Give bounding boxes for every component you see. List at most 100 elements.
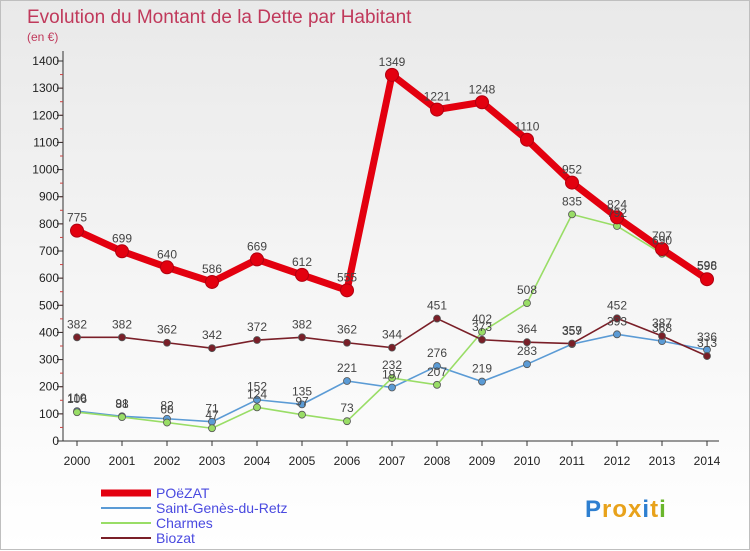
data-point (388, 374, 396, 382)
y-tick-label: 1300 (32, 81, 59, 95)
y-tick-label: 1100 (33, 135, 59, 149)
data-point (523, 338, 531, 347)
data-label: 1248 (469, 82, 496, 96)
data-point (160, 260, 174, 275)
data-point (430, 102, 444, 117)
x-tick-label: 2005 (289, 454, 316, 468)
y-tick-label: 400 (39, 325, 59, 339)
brand-text: Proxiti (585, 496, 667, 523)
data-label: 106 (67, 392, 87, 406)
data-point (478, 377, 486, 386)
data-point (118, 413, 126, 422)
data-label: 357 (562, 324, 582, 338)
data-label: 598 (697, 259, 717, 273)
data-label: 382 (67, 317, 87, 331)
data-point (340, 283, 354, 298)
series-0 (70, 67, 714, 298)
series-layer: 775 699 640 586 669 612 555 1349 1221 1248 1110 952… (67, 55, 717, 433)
data-label: 372 (247, 320, 267, 334)
brand-letter: r (602, 496, 612, 523)
data-label: 362 (157, 323, 177, 337)
brand-letter: i (642, 496, 650, 523)
axes: 0 100 200 300 400 500 600 700 800 900 1000 1100 1200… (32, 51, 721, 468)
data-label: 393 (607, 314, 627, 328)
data-point (208, 344, 216, 353)
data-point (253, 403, 261, 412)
data-label: 47 (205, 408, 219, 422)
data-label: 387 (652, 316, 672, 330)
data-label: 835 (562, 194, 582, 208)
legend-label: Saint-Genès-du-Retz (156, 500, 288, 516)
data-point (475, 95, 489, 110)
data-label: 669 (247, 239, 267, 253)
data-label: 364 (517, 322, 537, 336)
y-tick-label: 100 (39, 407, 59, 421)
data-point (433, 314, 441, 323)
x-tick-label: 2004 (244, 454, 271, 468)
data-label: 382 (112, 317, 132, 331)
data-point (613, 314, 621, 323)
data-point (433, 380, 441, 389)
x-tick-label: 2013 (649, 454, 676, 468)
legend-label: Charmes (156, 515, 213, 531)
data-point (118, 333, 126, 342)
data-point (610, 210, 624, 225)
data-point (298, 400, 306, 409)
x-tick-label: 2006 (334, 454, 361, 468)
data-label: 368 (652, 321, 672, 335)
data-label: 612 (292, 255, 312, 269)
chart-title: Evolution du Montant de la Dette par Hab… (27, 7, 412, 28)
data-point (343, 377, 351, 385)
data-point (70, 223, 84, 238)
data-label: 792 (607, 206, 627, 220)
data-label: 452 (607, 298, 627, 312)
data-point (73, 333, 81, 342)
brand-letter: o (612, 496, 628, 523)
data-label: 207 (427, 365, 447, 379)
data-label: 110 (67, 391, 86, 405)
data-label: 336 (697, 330, 717, 344)
data-point (343, 338, 351, 347)
data-label: 824 (607, 197, 627, 211)
data-label: 88 (115, 397, 129, 411)
data-label: 508 (517, 283, 537, 297)
labels-2: 106 88 68 47 124 97 73 232 207 402 508 835 792 690 598 (67, 194, 717, 422)
data-label: 596 (697, 259, 717, 273)
data-label: 152 (247, 380, 267, 394)
data-point (478, 335, 486, 344)
data-point (385, 67, 399, 82)
data-point (523, 360, 531, 369)
data-label: 342 (202, 328, 222, 342)
data-label: 775 (67, 211, 87, 225)
x-tick-label: 2010 (514, 454, 541, 468)
data-point (295, 267, 309, 282)
legend-label: POëZAT (156, 485, 210, 501)
y-tick-label: 1200 (32, 108, 59, 122)
x-tick-label: 2014 (694, 454, 721, 468)
x-tick-label: 2003 (199, 454, 226, 468)
data-point (250, 252, 264, 267)
brand-letter: P (585, 496, 602, 523)
data-label: 1221 (424, 90, 451, 104)
data-point (613, 330, 621, 339)
x-tick-label: 2009 (469, 454, 496, 468)
data-label: 344 (382, 328, 402, 342)
data-label: 640 (157, 247, 177, 261)
data-label: 359 (562, 324, 582, 338)
data-label: 555 (337, 270, 357, 284)
data-point (520, 132, 534, 147)
data-label: 135 (292, 384, 312, 398)
data-label: 82 (160, 399, 174, 413)
data-point (568, 339, 576, 348)
legend-label: Biozat (156, 530, 195, 546)
x-tick-label: 2002 (154, 454, 181, 468)
x-tick-label: 2001 (109, 454, 136, 468)
data-label: 232 (382, 358, 402, 372)
data-label: 97 (295, 395, 309, 409)
data-label: 451 (427, 299, 447, 313)
data-label: 402 (472, 312, 492, 326)
data-label: 1110 (515, 120, 540, 134)
